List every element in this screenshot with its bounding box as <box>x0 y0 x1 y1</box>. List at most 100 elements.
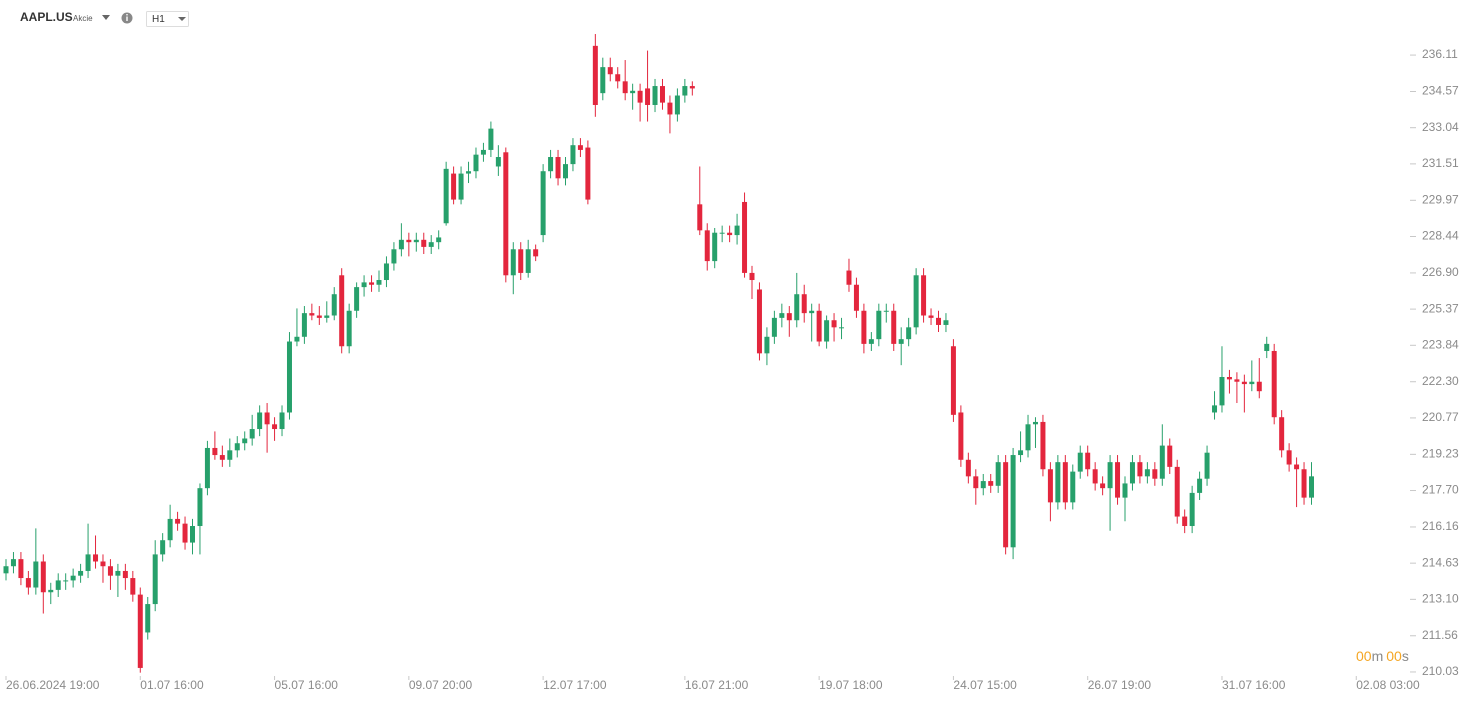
candle-body <box>1271 350 1277 418</box>
candle-body <box>78 570 84 576</box>
candle-body <box>913 275 919 328</box>
candle-body <box>518 249 524 273</box>
candle-body <box>264 412 270 425</box>
candle-body <box>533 249 539 257</box>
candle-body <box>645 88 651 105</box>
candle-body <box>1122 483 1128 498</box>
candle-body <box>1092 469 1098 484</box>
candle-body <box>301 313 307 337</box>
candle-body <box>712 232 718 262</box>
candle-body <box>361 282 367 288</box>
candle-body <box>839 327 845 329</box>
toolbar: AAPL.US Akcie H1 <box>20 10 189 27</box>
candle-body <box>40 561 46 593</box>
candle-body <box>891 310 897 344</box>
symbol[interactable]: AAPL.US <box>20 10 73 24</box>
y-tick-label: 214.63 <box>1422 555 1459 569</box>
timeframe: H1 <box>152 14 165 25</box>
candle-body <box>570 145 576 165</box>
candle-body <box>190 526 195 543</box>
y-tick-label: 219.23 <box>1422 447 1459 461</box>
candle-body <box>413 239 419 243</box>
candle-body <box>958 412 964 460</box>
candle-body <box>1010 455 1016 548</box>
candle-body <box>1226 376 1232 380</box>
candle-body <box>563 164 568 179</box>
candle-body <box>257 412 263 430</box>
candle-body <box>1219 376 1225 406</box>
candle-body <box>249 429 255 439</box>
countdown-seconds: 00 <box>1386 648 1402 664</box>
candle-body <box>339 275 345 347</box>
candle-body <box>1279 417 1285 451</box>
candle-body <box>324 315 330 318</box>
candle-body <box>1159 445 1165 479</box>
candle-body <box>779 313 785 318</box>
y-tick-label: 229.97 <box>1422 192 1459 206</box>
candle-body <box>689 86 695 89</box>
symbol-dropdown[interactable] <box>102 15 110 20</box>
candle-body <box>1115 462 1121 498</box>
x-tick-label: 19.07 18:00 <box>819 678 883 692</box>
countdown: 00m 00s <box>1356 648 1409 664</box>
candle-body <box>1174 466 1180 517</box>
info-glyph <box>126 14 128 16</box>
candle-body <box>1234 379 1240 382</box>
y-tick-label: 225.37 <box>1422 301 1459 315</box>
candle-body <box>1189 492 1195 527</box>
y-tick-label: 222.30 <box>1422 374 1459 388</box>
candle-body <box>585 147 591 200</box>
candle-body <box>577 145 583 150</box>
candle-body <box>801 294 807 314</box>
x-tick-label: 26.06.2024 19:00 <box>6 678 100 692</box>
candle-body <box>398 239 404 250</box>
candle-body <box>160 540 166 555</box>
countdown-minutes: 00 <box>1356 648 1372 664</box>
candle-body <box>376 280 382 285</box>
candle-body <box>742 201 748 273</box>
countdown-unit: m <box>1372 648 1384 664</box>
candle-body <box>831 320 837 328</box>
candle-body <box>346 310 352 347</box>
y-tick-label: 228.44 <box>1422 229 1459 243</box>
candle-body <box>510 249 516 276</box>
candle-body <box>809 310 815 314</box>
y-tick-label: 213.10 <box>1422 592 1459 606</box>
candle-body <box>667 102 673 115</box>
timeframe-select[interactable] <box>146 11 189 27</box>
candle-body <box>383 263 389 281</box>
candle-body <box>950 346 956 415</box>
candle-body <box>1167 445 1173 467</box>
candle-body <box>369 282 375 285</box>
candle-body <box>1070 471 1076 503</box>
candle-body <box>3 566 9 574</box>
countdown-unit: s <box>1402 648 1409 664</box>
candle-body <box>85 554 91 571</box>
candle-body <box>331 294 337 316</box>
y-tick-label: 217.70 <box>1422 483 1459 497</box>
candle-body <box>451 173 457 200</box>
candle-body <box>1107 462 1113 489</box>
candle-body <box>137 594 143 668</box>
candle-body <box>548 157 554 172</box>
candle-body <box>279 412 285 430</box>
candle-body <box>167 518 173 541</box>
candle-body <box>1309 476 1314 498</box>
x-tick-label: 31.07 16:00 <box>1222 678 1286 692</box>
candle-body <box>48 589 54 593</box>
candle-body <box>764 336 770 354</box>
candle-body <box>272 424 278 430</box>
candle-body <box>921 275 927 316</box>
candle-body <box>1032 421 1038 425</box>
candle-body <box>219 455 225 460</box>
timeframe-dropdown[interactable] <box>178 17 186 21</box>
candle-body <box>622 81 628 94</box>
candle-body <box>204 447 210 489</box>
candle-body <box>1040 421 1046 470</box>
candle-body <box>436 237 442 243</box>
candle-body <box>600 67 606 94</box>
candle-body <box>674 95 680 115</box>
candle-body <box>234 443 240 451</box>
